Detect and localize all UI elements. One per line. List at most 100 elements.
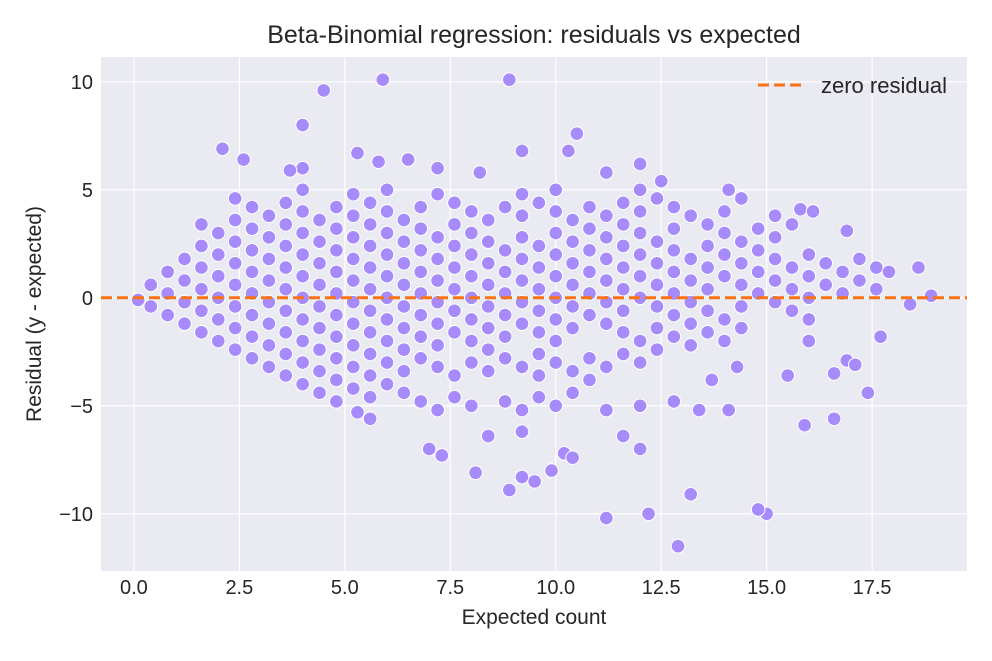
data-point [261, 251, 277, 267]
x-tick-label: 12.5 [642, 577, 681, 599]
data-point [649, 277, 665, 293]
data-point [531, 389, 547, 405]
data-point [734, 191, 749, 206]
data-point [362, 346, 378, 362]
data-point [839, 223, 855, 239]
legend-label-zero-residual: zero residual [821, 73, 947, 98]
data-point [632, 182, 648, 198]
data-point [464, 312, 479, 327]
data-point [312, 212, 327, 228]
data-point [464, 247, 479, 262]
data-point [729, 359, 745, 375]
data-point [582, 242, 597, 258]
data-point [869, 281, 884, 297]
data-point [649, 191, 665, 206]
y-axis-label: Residual (y - expected) [23, 206, 46, 422]
data-point [430, 402, 445, 418]
data-point [295, 182, 310, 198]
data-point [599, 230, 614, 245]
data-point [312, 320, 327, 336]
data-point [700, 325, 715, 340]
data-point [548, 204, 564, 219]
data-point [632, 441, 648, 457]
data-point [582, 350, 597, 366]
data-point [160, 307, 175, 323]
data-point [582, 372, 597, 388]
data-point [227, 212, 243, 228]
data-point [734, 234, 749, 249]
data-point [177, 273, 192, 288]
data-point [480, 342, 496, 357]
data-point [295, 225, 310, 241]
data-point [514, 208, 530, 224]
data-point [653, 173, 669, 189]
data-point [362, 303, 378, 319]
data-point [362, 281, 378, 297]
data-point [548, 268, 564, 284]
data-point [615, 325, 631, 340]
data-point [447, 281, 462, 297]
data-point [615, 195, 631, 211]
data-point [227, 191, 243, 206]
data-point [160, 264, 175, 280]
data-point [244, 307, 260, 323]
data-point [227, 255, 243, 271]
data-point [464, 333, 479, 349]
data-point [780, 368, 796, 383]
data-point [329, 264, 344, 280]
data-point [194, 281, 209, 297]
data-point [767, 251, 783, 267]
data-point [582, 221, 597, 236]
data-point [261, 338, 277, 353]
data-point [818, 255, 833, 271]
data-point [582, 307, 597, 323]
data-point [362, 325, 378, 340]
data-point [514, 469, 530, 485]
data-point [565, 363, 580, 379]
data-point [784, 303, 800, 319]
data-point [329, 329, 344, 344]
data-point [430, 359, 445, 375]
data-point [312, 363, 327, 379]
data-point [210, 225, 226, 241]
data-point [375, 72, 391, 87]
data-point [700, 238, 715, 254]
data-point [497, 242, 513, 258]
data-point [767, 273, 783, 288]
data-point [447, 238, 462, 254]
data-point [362, 368, 378, 383]
data-point [413, 264, 429, 280]
x-tick-label: 10.0 [536, 577, 575, 599]
data-point [797, 417, 812, 433]
data-point [700, 303, 715, 319]
y-tick-label: 0 [82, 288, 93, 310]
data-point [649, 255, 665, 271]
data-point [544, 463, 559, 478]
data-point [514, 273, 530, 288]
data-point [430, 230, 445, 245]
data-point [632, 333, 648, 349]
data-point [632, 156, 648, 172]
data-point [345, 186, 361, 202]
data-point [350, 404, 365, 420]
data-point [852, 251, 867, 267]
data-point [683, 208, 699, 224]
x-tick-label: 5.0 [331, 577, 359, 599]
data-point [548, 312, 564, 327]
x-tick-label: 17.5 [853, 577, 892, 599]
data-point [734, 299, 749, 314]
data-point [396, 363, 412, 379]
data-point [278, 325, 294, 340]
data-point [700, 281, 715, 297]
data-point [278, 195, 294, 211]
data-point [413, 242, 429, 258]
x-tick-label: 0.0 [120, 577, 148, 599]
data-point [514, 251, 530, 267]
data-point [649, 299, 665, 314]
data-point [502, 72, 517, 87]
data-point [691, 402, 707, 418]
data-point [599, 359, 614, 375]
data-point [561, 143, 576, 159]
data-point [316, 83, 332, 98]
